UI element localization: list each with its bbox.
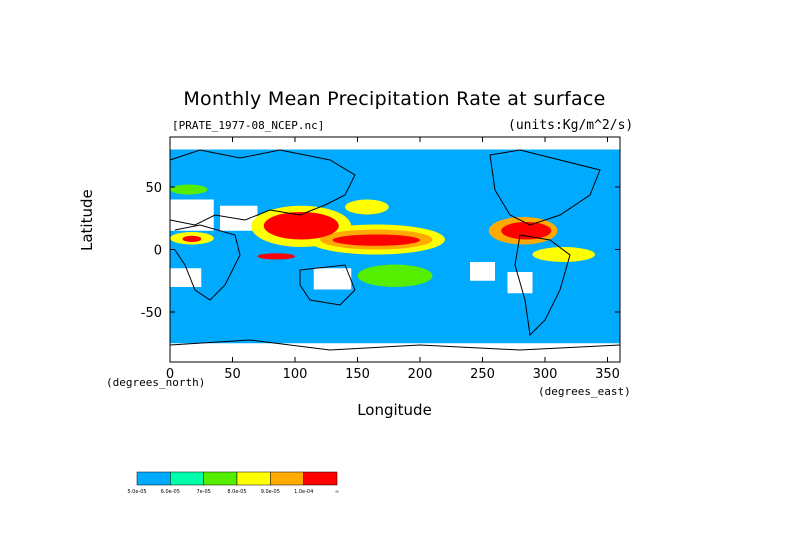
dry-region bbox=[507, 272, 533, 294]
coastline bbox=[489, 149, 601, 226]
dry-region bbox=[170, 199, 214, 231]
plot-frame bbox=[169, 136, 621, 363]
coastline bbox=[514, 234, 571, 337]
x-tick-label: 250 bbox=[470, 367, 495, 382]
precip-region bbox=[182, 235, 202, 242]
colorbar-swatch bbox=[303, 471, 338, 486]
file-name-label: [PRATE_1977-08_NCEP.nc] bbox=[172, 119, 325, 132]
colorbar-label: 7e-05 bbox=[196, 489, 210, 495]
units-label: (units:Kg/m^2/s) bbox=[508, 118, 634, 133]
y-tick-label: -50 bbox=[141, 306, 162, 321]
precip-region bbox=[357, 264, 433, 287]
precip-region bbox=[257, 253, 295, 260]
x-tick-label: 350 bbox=[595, 367, 620, 382]
colorbar-swatch bbox=[170, 471, 204, 486]
x-tick-label: 150 bbox=[345, 367, 370, 382]
colorbar-swatch bbox=[270, 471, 304, 486]
dry-region bbox=[470, 262, 495, 281]
coastline bbox=[169, 339, 621, 351]
dry-region bbox=[220, 205, 258, 231]
colorbar-label: 9.0e-05 bbox=[261, 489, 280, 495]
x-axis-label: Longitude bbox=[357, 401, 432, 419]
precip-region bbox=[332, 234, 420, 246]
x-tick-label: 50 bbox=[224, 367, 241, 382]
coastline bbox=[169, 149, 356, 226]
colorbar-label: ∞ bbox=[335, 489, 339, 495]
x-units-label-right: (degrees_east) bbox=[538, 385, 631, 398]
precip-region bbox=[251, 205, 352, 247]
y-tick-label: 50 bbox=[145, 181, 162, 196]
coastline bbox=[299, 264, 356, 306]
colorbar-label: 5.0e-05 bbox=[127, 489, 146, 495]
chart-title: Monthly Mean Precipitation Rate at surfa… bbox=[183, 88, 606, 110]
colorbar-swatch bbox=[236, 471, 271, 486]
precip-region bbox=[263, 212, 339, 240]
colorbar-swatch bbox=[136, 471, 171, 486]
plot-background bbox=[170, 137, 620, 362]
x-units-label-left: (degrees_north) bbox=[106, 376, 206, 389]
y-tick-label: 0 bbox=[154, 244, 162, 259]
precip-region bbox=[532, 247, 595, 262]
colorbar-swatch bbox=[203, 471, 238, 486]
dry-region bbox=[170, 137, 620, 150]
colorbar-label: 1.0e-04 bbox=[294, 489, 313, 495]
coastline bbox=[174, 224, 241, 301]
colorbar-label: 6.0e-05 bbox=[161, 489, 180, 495]
dry-region bbox=[170, 268, 202, 287]
dry-region bbox=[170, 343, 620, 362]
precip-region bbox=[488, 217, 558, 245]
x-tick-label: 200 bbox=[408, 367, 433, 382]
precip-region bbox=[320, 229, 433, 250]
dry-region bbox=[313, 268, 352, 290]
x-tick-label: 100 bbox=[283, 367, 308, 382]
precip-region bbox=[345, 199, 389, 215]
precip-region bbox=[170, 232, 214, 245]
precip-region bbox=[170, 184, 208, 195]
colorbar-label: 8.0e-05 bbox=[227, 489, 246, 495]
precip-region bbox=[501, 222, 552, 240]
x-tick-label: 300 bbox=[533, 367, 558, 382]
precip-region bbox=[307, 224, 445, 255]
y-axis-label: Latitude bbox=[78, 189, 96, 251]
